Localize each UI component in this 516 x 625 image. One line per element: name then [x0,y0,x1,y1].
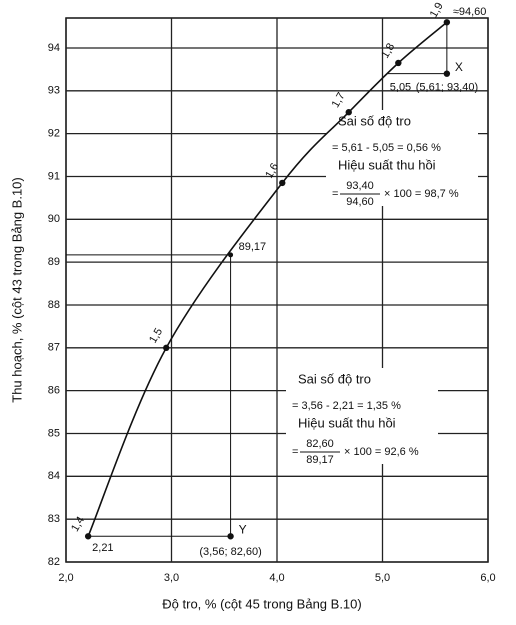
density-label: 1,7 [330,91,348,110]
curve-point [279,179,286,187]
note-equation: = 3,56 - 2,21 = 1,35 % [292,400,401,412]
y-tick-label: 93 [48,85,60,97]
y-tick-label: 91 [48,170,60,182]
density-label: 1,4 [69,515,87,534]
point-label: (5,61; 93,40) [416,82,478,94]
y-tick-label: 82 [48,556,60,568]
y-tick-label: 83 [48,513,60,525]
note-background [286,368,438,464]
point-name: Y [239,522,247,536]
density-label: 1,6 [263,161,281,180]
x-tick-label: 6,0 [480,572,495,584]
note-equation: = 5,61 - 5,05 = 0,56 % [332,142,441,154]
y-tick-label: 88 [48,299,60,311]
y-tick-label: 87 [48,342,60,354]
x-axis-title: Độ tro, % (cột 45 trong Bảng B.10) [162,596,361,611]
note-denominator: 89,17 [306,454,334,466]
y-tick-label: 89 [48,256,60,268]
note-subtitle: Hiệu suất thu hồi [338,157,436,172]
point-name: X [455,60,463,74]
note-equals: = [292,446,298,458]
reference-point [443,70,451,77]
note-subtitle: Hiệu suất thu hồi [298,415,396,430]
guide-label: 2,21 [92,542,113,554]
note-title: Sai số độ tro [298,371,371,386]
note-denominator: 94,60 [346,196,374,208]
y-tick-label: 94 [48,42,60,54]
y-tick-label: 86 [48,385,60,397]
x-tick-label: 2,0 [58,572,73,584]
note-result: × 100 = 98,7 % [384,188,459,200]
x-tick-label: 5,0 [375,572,390,584]
note-result: × 100 = 92,6 % [344,446,419,458]
reference-point [227,533,234,540]
guide-label: 89,17 [239,241,267,253]
x-tick-label: 4,0 [269,572,284,584]
guide-label: 5,05 [390,82,411,94]
curve-point [345,109,352,116]
curve-point [84,533,92,540]
y-tick-label: 92 [48,128,60,140]
x-tick-label: 3,0 [164,572,179,584]
note-title: Sai số độ tro [338,113,411,128]
density-label: 1,5 [147,326,165,345]
note-background [326,110,478,206]
note-equals: = [332,188,338,200]
end-label: ≈94,60 [453,6,487,18]
note-numerator: 82,60 [306,438,334,450]
point-label: (3,56; 82,60) [199,546,261,558]
curve-point [163,344,170,352]
y-tick-label: 90 [48,213,60,225]
y-tick-label: 85 [48,427,60,439]
curve-point [443,19,451,26]
y-tick-label: 84 [48,470,60,482]
curve-point [395,59,402,67]
density-label: 1,9 [428,1,446,20]
note-numerator: 93,40 [346,180,374,192]
y-axis-title: Thu hoạch, % (cột 43 trong Bảng B.10) [9,177,24,402]
guide-point [228,252,234,258]
